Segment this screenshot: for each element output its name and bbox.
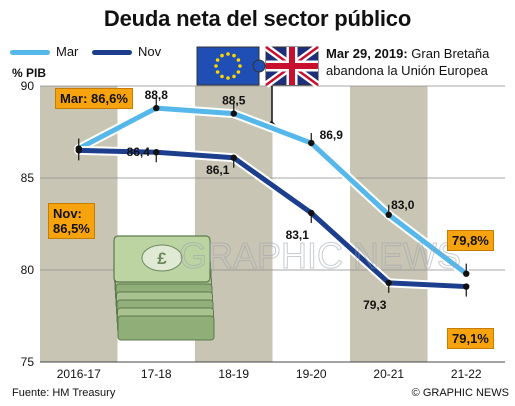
callout-nov-start-label: Nov:	[53, 206, 82, 221]
data-label-Mar-20-21: 83,0	[391, 198, 415, 212]
data-label-Mar-19-20: 86,9	[320, 128, 344, 142]
data-label-Mar-17-18: 88,8	[145, 88, 169, 102]
data-label-Nov-19-20: 83,1	[286, 228, 310, 242]
y-tick-labels: 75 80 85 90	[21, 79, 35, 369]
legend-label-nov: Nov	[138, 44, 162, 59]
eu-star-2	[232, 74, 236, 79]
y-tick-90: 90	[21, 79, 35, 93]
x-tick-17-18: 17-18	[141, 367, 172, 381]
category-band-21-22	[427, 86, 505, 362]
y-axis-unit: % PIB	[12, 66, 47, 80]
x-tick-2016-17: 2016-17	[57, 367, 101, 381]
point-Nov-2016-17	[75, 147, 82, 154]
eu-flag-icon	[196, 46, 266, 86]
callout-nov-end: 79,1%	[447, 328, 494, 349]
point-Mar-21-22	[463, 270, 470, 277]
x-tick-21-22: 21-22	[451, 367, 482, 381]
x-tick-19-20: 19-20	[296, 367, 327, 381]
eu-star-11	[236, 58, 241, 62]
point-Nov-18-19	[230, 154, 237, 161]
svg-text:£: £	[157, 249, 167, 268]
eu-star-7	[215, 58, 220, 62]
data-label-Nov-20-21: 79,3	[363, 298, 387, 312]
point-Nov-20-21	[385, 279, 392, 287]
legend-label-mar: Mar	[56, 44, 79, 59]
series-line-Nov	[76, 147, 469, 290]
banknote-8	[117, 315, 215, 341]
source-text: Fuente: HM Treasury	[12, 387, 116, 399]
data-label-Nov-17-18: 86,4	[127, 145, 151, 159]
point-Nov-19-20	[308, 209, 315, 217]
callout-mar-end: 79,8%	[447, 230, 494, 251]
y-tick-85: 85	[21, 171, 35, 185]
callout-nov-start: Nov: 86,5%	[48, 203, 95, 239]
watermark: GRAPHIC NEWS	[179, 235, 461, 276]
data-points	[75, 98, 470, 297]
brexit-note-text: Gran Bretaña abandona la Unión Europea	[326, 46, 490, 78]
eu-star-10	[232, 53, 236, 58]
point-Mar-19-20	[308, 139, 315, 147]
eu-star-1	[236, 70, 241, 74]
series-lines	[74, 103, 471, 292]
data-label-Nov-18-19: 86,1	[206, 163, 230, 177]
x-tick-18-19: 18-19	[218, 367, 249, 381]
y-tick-75: 75	[21, 355, 35, 369]
callout-nov-start-value: 86,5%	[53, 221, 90, 236]
eu-star-9	[226, 52, 230, 56]
legend-swatch-nov	[92, 50, 132, 55]
data-label-Mar-18-19: 88,5	[222, 94, 246, 108]
eu-star-8	[220, 53, 224, 58]
eu-star-3	[226, 76, 230, 80]
credit-text: © GRAPHIC NEWS	[411, 387, 509, 399]
legend-swatch-mar	[10, 50, 50, 55]
eu-star-5	[215, 70, 220, 74]
brexit-note-date: Mar 29, 2019:	[326, 46, 408, 61]
point-Mar-18-19	[230, 110, 237, 117]
x-tick-labels: 2016-17 17-18 18-19 19-20 20-21 21-22	[57, 367, 482, 381]
series-line-Mar	[76, 105, 469, 277]
point-Nov-21-22	[463, 283, 470, 290]
callout-mar-start: Mar: 86,6%	[55, 88, 133, 109]
banknote-stack-icon: £	[113, 235, 215, 341]
chart-title: Deuda neta del sector público	[103, 6, 412, 31]
x-tick-20-21: 20-21	[373, 367, 404, 381]
point-Mar-17-18	[153, 104, 160, 112]
uk-flag-icon	[263, 44, 321, 88]
eu-star-4	[220, 74, 224, 79]
point-Mar-20-21	[385, 211, 392, 218]
eu-star-0	[238, 64, 242, 68]
category-band-20-21	[350, 86, 428, 362]
y-tick-80: 80	[21, 263, 35, 277]
data-labels: 88,8 88,5 86,9 83,0 86,4 86,1 83,1 79,3	[127, 88, 415, 312]
point-Nov-17-18	[153, 149, 160, 156]
eu-star-6	[214, 64, 218, 68]
brexit-note: Mar 29, 2019: Gran Bretaña abandona la U…	[326, 45, 515, 79]
